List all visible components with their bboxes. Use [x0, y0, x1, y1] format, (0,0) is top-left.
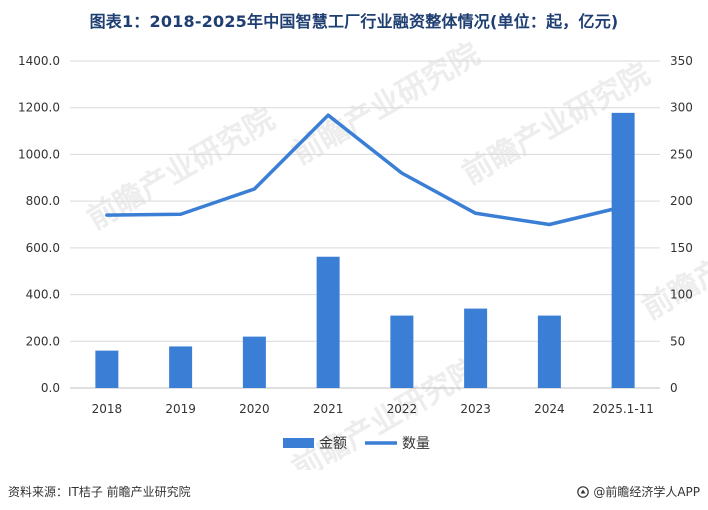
left-axis-tick-label: 400.0 [26, 288, 60, 302]
legend-swatch-bar [283, 438, 314, 448]
x-axis-tick-label: 2018 [92, 402, 123, 416]
brand-logo-icon [577, 485, 590, 498]
left-axis-tick-label: 0.0 [41, 381, 60, 395]
right-axis-tick-label: 200 [670, 194, 693, 208]
right-axis-tick-label: 100 [670, 288, 693, 302]
x-axis-tick-label: 2020 [239, 402, 270, 416]
watermark-text: 前瞻产业研究院 [637, 192, 708, 327]
bar-2018 [95, 350, 119, 388]
watermark-text: 前瞻产业研究院 [287, 37, 486, 172]
right-axis-tick-label: 50 [670, 334, 685, 348]
source-note: 资料来源：IT桔子 前瞻产业研究院 [8, 485, 191, 499]
bar-2024 [537, 315, 561, 388]
legend-label-bar: 金额 [319, 436, 347, 452]
line-series-数量 [105, 113, 625, 227]
bar-2020 [242, 336, 266, 388]
x-axis-tick-label: 2022 [387, 402, 418, 416]
x-axis-tick-label: 2023 [460, 402, 491, 416]
bars-layer [95, 112, 635, 389]
bar-2025.1-11 [611, 112, 635, 389]
brand-label: @前瞻经济学人APP [593, 485, 700, 499]
brand-credit: @前瞻经济学人APP [577, 483, 700, 500]
axis-layer: 0.0 200.0 400.0 600.0 800.0 1000.0 1200.0 1400.… [18, 54, 693, 416]
bar-2019 [169, 346, 193, 388]
left-axis-tick-label: 800.0 [26, 194, 60, 208]
x-axis-tick-label: 2021 [313, 402, 344, 416]
bar-2022 [390, 315, 414, 388]
x-axis-tick-label: 2024 [534, 402, 565, 416]
left-axis-tick-label: 1000.0 [18, 147, 60, 161]
left-axis-tick-label: 200.0 [26, 334, 60, 348]
grid-layer [70, 60, 660, 389]
right-axis-tick-label: 300 [670, 101, 693, 115]
legend: 金额 数量 [283, 436, 430, 452]
left-axis-tick-label: 600.0 [26, 241, 60, 255]
x-axis-tick-label: 2025.1-11 [592, 402, 654, 416]
bar-2021 [316, 256, 340, 388]
legend-label-line: 数量 [402, 436, 430, 452]
line-layer [105, 113, 625, 227]
right-axis-tick-label: 150 [670, 241, 693, 255]
x-axis-tick-label: 2019 [165, 402, 196, 416]
right-axis-tick-label: 350 [670, 54, 693, 68]
left-axis-tick-label: 1200.0 [18, 101, 60, 115]
bar-2023 [464, 308, 488, 388]
chart-title: 图表1：2018-2025年中国智慧工厂行业融资整体情况(单位：起，亿元) [89, 12, 619, 31]
right-axis-tick-label: 250 [670, 147, 693, 161]
left-axis-tick-label: 1400.0 [18, 54, 60, 68]
right-axis-tick-label: 0 [670, 381, 678, 395]
